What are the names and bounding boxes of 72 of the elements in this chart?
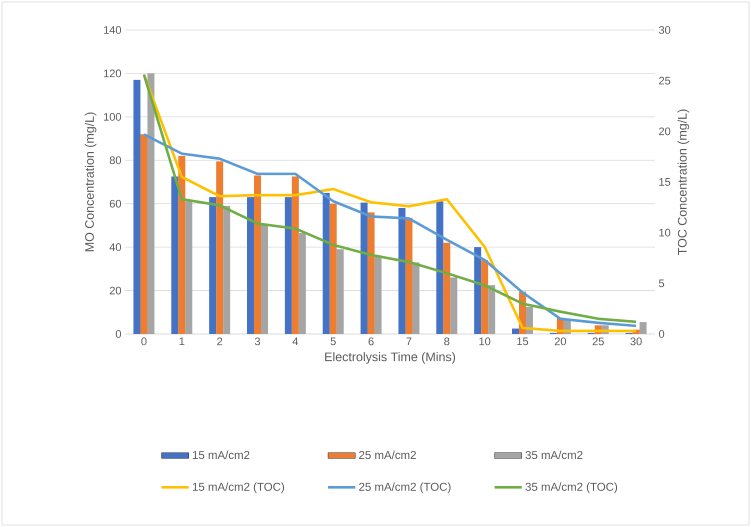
y2-tick-label: 15 [659, 178, 670, 186]
bar [261, 225, 268, 334]
y2-tick-label: 10 [659, 228, 670, 237]
x-tick-label: 1 [180, 338, 184, 346]
bar [247, 197, 254, 334]
bar [298, 233, 306, 334]
y-axis-title: MO Concentration (mg/L) [84, 112, 96, 252]
legend-label: 35 mA/cm2 (TOC) [525, 482, 618, 494]
bar [412, 262, 420, 334]
y2-tick-label: 25 [659, 76, 670, 85]
x-tick-label: 7 [406, 338, 412, 346]
bar [284, 197, 292, 334]
bar [374, 256, 382, 334]
y-tick-label: 80 [110, 156, 122, 164]
bar [292, 176, 299, 334]
y-tick-label: 100 [104, 112, 122, 121]
y-tick-label: 0 [116, 330, 122, 338]
legend-label: 15 mA/cm2 (TOC) [192, 482, 284, 494]
bar [171, 176, 178, 334]
bar [336, 249, 344, 334]
bar [481, 260, 488, 334]
bar [474, 247, 482, 334]
bar [526, 306, 534, 334]
line-series [142, 133, 638, 328]
x-tick-label: 4 [292, 338, 298, 346]
bar [178, 156, 186, 334]
bar [398, 208, 406, 334]
x-tick-label: 3 [254, 338, 260, 346]
y2-tick-label: 30 [658, 26, 670, 34]
x-axis-title: Electrolysis Time (Mins) [325, 352, 456, 364]
y-tick-label: 120 [104, 70, 122, 78]
legend-label: 15 mA/cm2 [192, 450, 250, 460]
x-tick-label: 15 [517, 338, 528, 346]
bar [360, 202, 368, 334]
bar [436, 202, 444, 334]
x-tick-label: 10 [479, 338, 490, 346]
x-tick-label: 0 [141, 338, 147, 346]
bar [368, 212, 375, 334]
bar [322, 192, 330, 334]
bar [140, 134, 148, 334]
legend-label: 25 mA/cm2 (TOC) [359, 482, 451, 494]
bar [254, 175, 262, 334]
y-tick-label: 40 [110, 243, 122, 252]
y-tick-label: 140 [104, 26, 122, 34]
bar [640, 322, 647, 334]
bar [133, 80, 140, 334]
y-tick-label: 60 [110, 200, 122, 208]
x-tick-label: 6 [368, 338, 374, 346]
bar [223, 206, 230, 334]
x-tick-label: 30 [630, 338, 642, 346]
x-tick-label: 2 [217, 338, 222, 346]
bar [147, 73, 154, 334]
bar [330, 204, 337, 334]
x-tick-label: 25 [592, 338, 604, 346]
legend-label: 25 mA/cm2 [359, 450, 416, 460]
bar [512, 328, 520, 334]
x-tick-label: 20 [554, 338, 566, 346]
bar [216, 161, 224, 334]
bar [488, 285, 496, 334]
y-tick-label: 20 [110, 286, 122, 294]
bar [450, 278, 458, 334]
bar [209, 197, 216, 334]
bar [443, 242, 450, 334]
bar [405, 218, 412, 334]
y2-tick-label: 0 [658, 330, 664, 338]
x-tick-label: 8 [444, 338, 450, 346]
x-tick-label: 5 [330, 338, 336, 346]
bar [185, 202, 192, 334]
y2-tick-label: 20 [659, 127, 670, 136]
legend-label: 35 mA/cm2 [525, 450, 582, 460]
y2-axis-title: TOC Concentration (mg/L) [678, 110, 690, 255]
y2-tick-label: 5 [658, 280, 664, 288]
